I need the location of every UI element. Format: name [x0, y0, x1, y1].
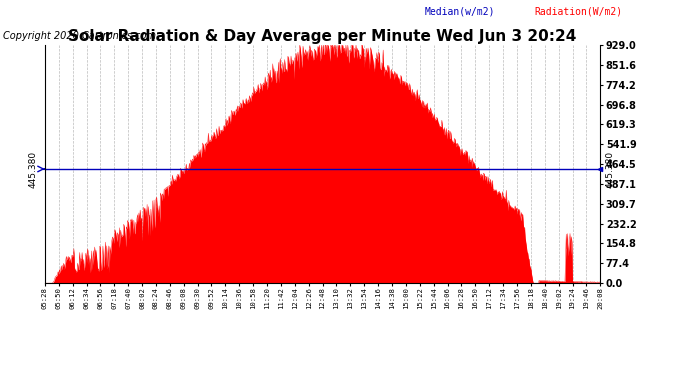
- Text: Median(w/m2): Median(w/m2): [424, 6, 495, 16]
- Text: Copyright 2020 Cartronics.com: Copyright 2020 Cartronics.com: [3, 32, 157, 41]
- Text: Radiation(W/m2): Radiation(W/m2): [535, 6, 623, 16]
- Title: Solar Radiation & Day Average per Minute Wed Jun 3 20:24: Solar Radiation & Day Average per Minute…: [68, 29, 577, 44]
- Text: 445.380: 445.380: [606, 150, 615, 188]
